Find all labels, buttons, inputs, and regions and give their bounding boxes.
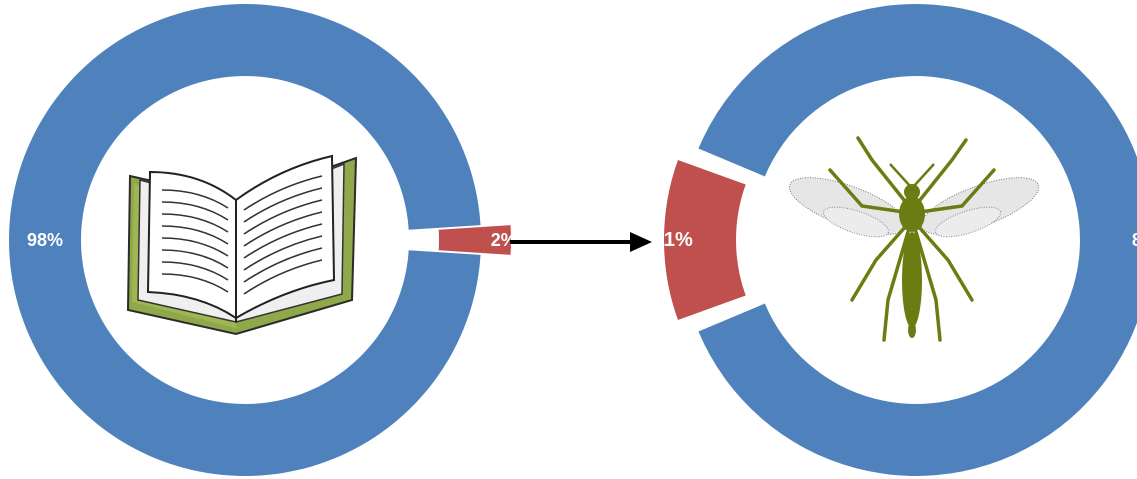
- open-book-icon: [126, 154, 358, 336]
- slice-label: 11%: [654, 229, 693, 251]
- slice-label: 89%: [1132, 230, 1137, 250]
- slice-98-percent: [9, 3, 481, 477]
- slice-2-percent: [438, 225, 511, 255]
- slice-label: 98%: [27, 230, 63, 250]
- slice-11-percent: [664, 160, 746, 320]
- right-arrow-icon: [510, 232, 652, 252]
- donut-chart-mosquito: 89% 11%: [654, 4, 1137, 476]
- slice-label: 2%: [491, 230, 517, 250]
- mosquito-icon: [788, 136, 1040, 342]
- donut-chart-book: 98% 2%: [9, 3, 517, 477]
